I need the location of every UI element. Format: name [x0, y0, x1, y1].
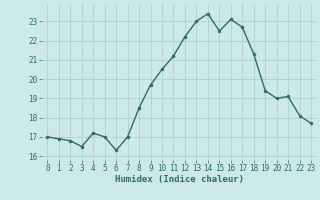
X-axis label: Humidex (Indice chaleur): Humidex (Indice chaleur)	[115, 175, 244, 184]
